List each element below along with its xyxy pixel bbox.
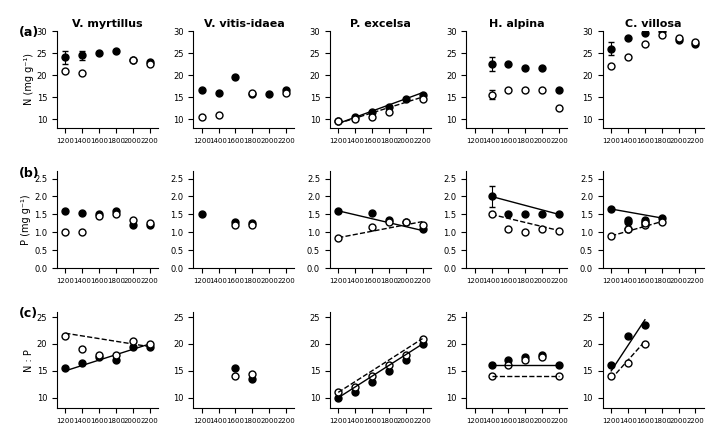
- Title: P. excelsa: P. excelsa: [350, 19, 411, 29]
- Text: (a): (a): [18, 26, 38, 39]
- Title: C. villosa: C. villosa: [625, 19, 682, 29]
- Title: H. alpina: H. alpina: [489, 19, 545, 29]
- Y-axis label: P (mg g⁻¹): P (mg g⁻¹): [21, 194, 31, 245]
- Title: V. myrtillus: V. myrtillus: [72, 19, 143, 29]
- Text: (b): (b): [18, 166, 39, 179]
- Y-axis label: N : P: N : P: [24, 349, 34, 372]
- Text: (c): (c): [18, 307, 38, 320]
- Y-axis label: N (mg g⁻¹): N (mg g⁻¹): [23, 53, 33, 106]
- Title: V. vitis-idaea: V. vitis-idaea: [203, 19, 284, 29]
